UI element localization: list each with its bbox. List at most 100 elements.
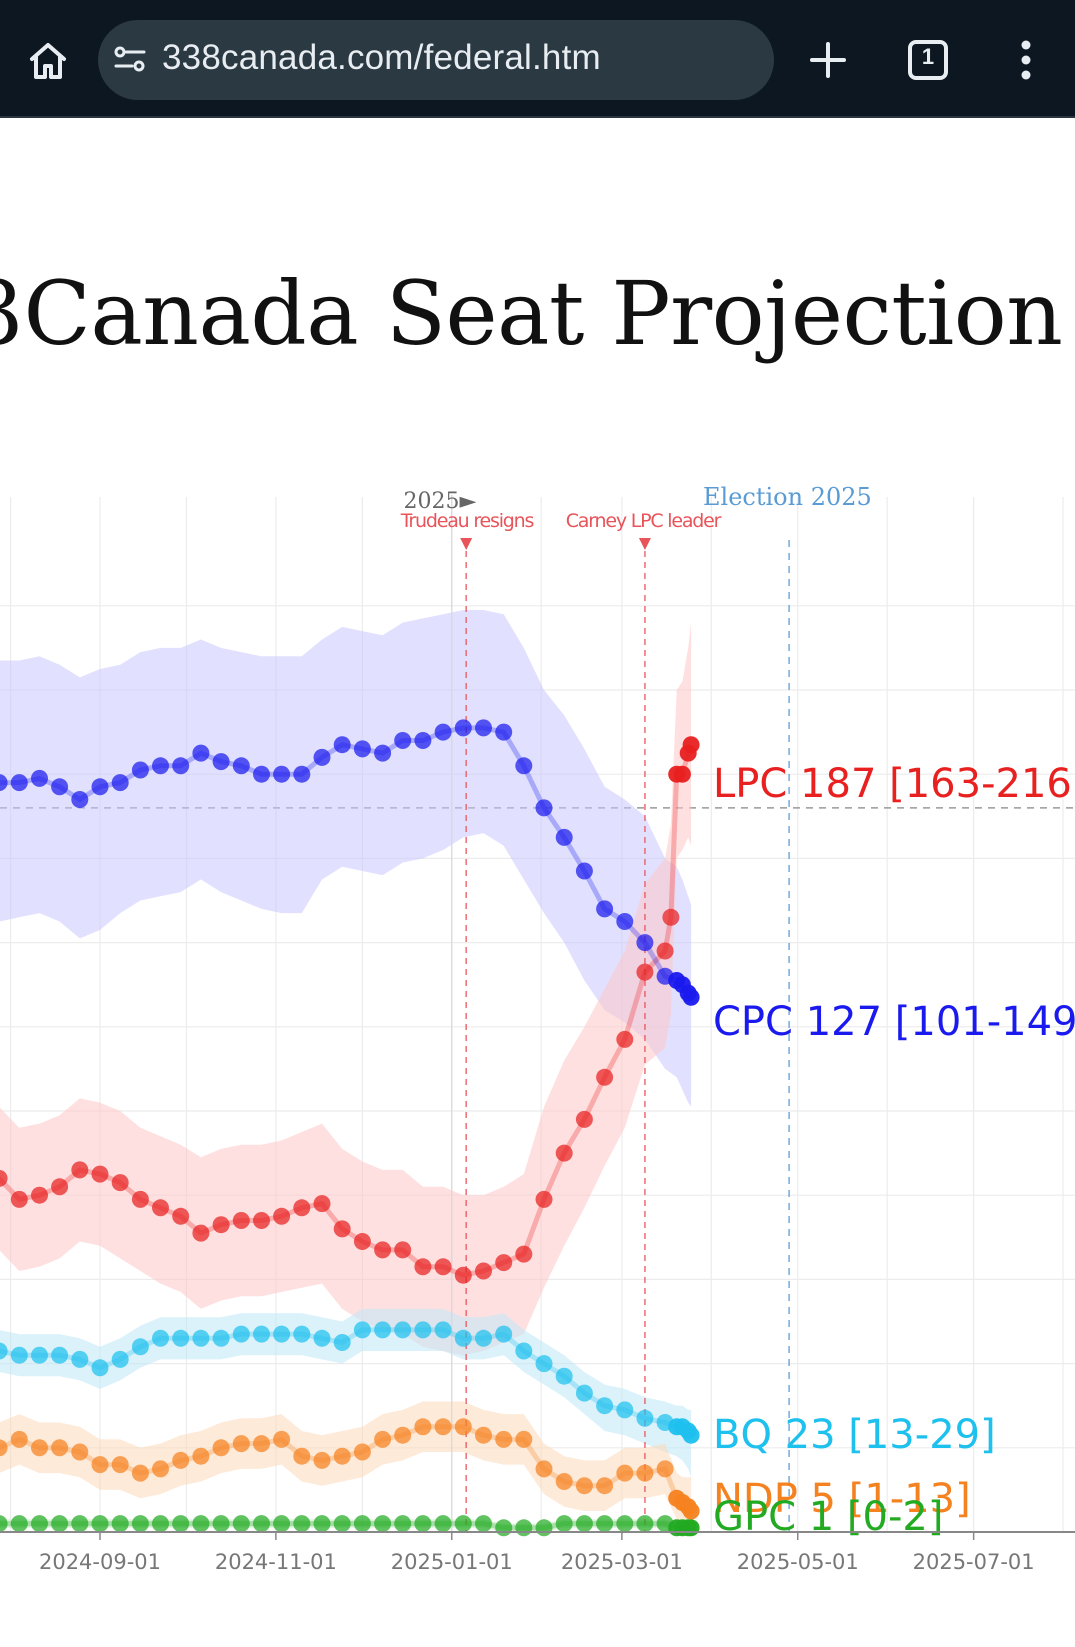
point-lpc bbox=[495, 1254, 513, 1272]
point-gpc bbox=[535, 1519, 553, 1537]
point-lpc bbox=[71, 1161, 89, 1179]
point-lpc bbox=[313, 1195, 331, 1213]
point-ndp bbox=[596, 1477, 614, 1495]
point-ndp bbox=[152, 1460, 169, 1478]
toolbar-divider bbox=[0, 116, 1075, 118]
point-cpc bbox=[212, 753, 230, 771]
point-ndp bbox=[51, 1439, 69, 1457]
tab-switcher-icon[interactable]: 1 bbox=[906, 38, 950, 82]
point-ndp bbox=[10, 1430, 28, 1448]
point-bq bbox=[636, 1409, 654, 1427]
more-vert-icon[interactable] bbox=[1004, 36, 1048, 84]
point-bq bbox=[596, 1397, 614, 1415]
series-label-cpc: CPC 127 [101-149] bbox=[713, 999, 1075, 1045]
point-ndp bbox=[192, 1447, 210, 1465]
point-cpc bbox=[152, 757, 169, 775]
point-lpc bbox=[535, 1190, 553, 1208]
x-tick-label: 2025-01-01 bbox=[391, 1550, 513, 1574]
point-ndp bbox=[253, 1435, 270, 1453]
point-lpc bbox=[575, 1110, 593, 1128]
point-gpc bbox=[495, 1519, 513, 1537]
home-icon[interactable] bbox=[24, 37, 72, 85]
point-gpc bbox=[454, 1515, 472, 1533]
point-lpc bbox=[232, 1212, 250, 1229]
point-cpc bbox=[273, 765, 291, 783]
url-text[interactable]: 338canada.com/federal.htm bbox=[162, 38, 601, 77]
point-cpc bbox=[172, 757, 190, 775]
point-lpc bbox=[616, 1030, 634, 1048]
point-cpc bbox=[333, 736, 351, 754]
point-cpc bbox=[616, 913, 634, 930]
point-ndp bbox=[636, 1464, 654, 1482]
point-cpc bbox=[192, 744, 210, 762]
point-gpc bbox=[682, 1519, 700, 1537]
point-cpc bbox=[434, 723, 452, 741]
point-lpc bbox=[273, 1207, 291, 1225]
point-bq bbox=[131, 1338, 149, 1356]
point-lpc bbox=[293, 1199, 311, 1217]
point-cpc bbox=[535, 799, 553, 817]
page-title: 3Canada Seat Projection bbox=[0, 262, 1063, 365]
point-lpc bbox=[0, 1169, 8, 1187]
point-ndp bbox=[434, 1418, 452, 1436]
point-cpc bbox=[232, 757, 250, 775]
point-bq bbox=[682, 1426, 700, 1444]
series-label-lpc: LPC 187 [163-216] bbox=[713, 761, 1075, 807]
point-cpc bbox=[91, 778, 109, 796]
point-ndp bbox=[0, 1439, 8, 1457]
point-ndp bbox=[616, 1464, 634, 1482]
point-bq bbox=[111, 1350, 129, 1368]
point-gpc bbox=[333, 1515, 351, 1533]
point-cpc bbox=[596, 900, 614, 918]
point-cpc bbox=[313, 748, 331, 766]
point-lpc bbox=[656, 942, 674, 960]
point-cpc bbox=[682, 988, 700, 1006]
point-bq bbox=[71, 1350, 89, 1368]
site-info-icon[interactable] bbox=[112, 42, 148, 78]
point-bq bbox=[273, 1325, 291, 1343]
address-bar[interactable]: 338canada.com/federal.htm bbox=[98, 20, 774, 100]
point-gpc bbox=[172, 1515, 190, 1533]
point-cpc bbox=[131, 761, 149, 779]
point-cpc bbox=[253, 765, 270, 783]
point-bq bbox=[212, 1329, 230, 1347]
point-cpc bbox=[0, 774, 8, 792]
point-ndp bbox=[495, 1430, 513, 1448]
point-bq bbox=[495, 1325, 513, 1343]
plus-icon[interactable] bbox=[806, 38, 850, 82]
point-ndp bbox=[575, 1477, 593, 1495]
point-bq bbox=[192, 1329, 210, 1347]
series-label-ndp: NDP 5 [1-13] bbox=[713, 1476, 971, 1522]
point-gpc bbox=[31, 1515, 48, 1533]
point-cpc bbox=[394, 732, 412, 749]
band-lpc bbox=[0, 622, 692, 1356]
annotation-marker bbox=[638, 538, 651, 550]
point-lpc bbox=[10, 1190, 28, 1208]
point-ndp bbox=[232, 1435, 250, 1453]
point-ndp bbox=[131, 1464, 149, 1482]
point-lpc bbox=[596, 1068, 614, 1086]
point-bq bbox=[374, 1321, 392, 1339]
point-gpc bbox=[91, 1515, 109, 1533]
point-gpc bbox=[313, 1515, 331, 1533]
point-lpc bbox=[172, 1207, 190, 1225]
point-ndp bbox=[71, 1443, 89, 1461]
point-ndp bbox=[656, 1460, 674, 1478]
point-lpc bbox=[673, 765, 691, 783]
point-bq bbox=[555, 1367, 573, 1385]
point-gpc bbox=[0, 1515, 8, 1533]
point-ndp bbox=[682, 1502, 700, 1520]
point-lpc bbox=[111, 1174, 129, 1192]
tab-count: 1 bbox=[921, 44, 935, 69]
point-cpc bbox=[636, 934, 654, 952]
x-tick-label: 2025-07-01 bbox=[913, 1550, 1035, 1574]
point-cpc bbox=[555, 828, 573, 846]
point-gpc bbox=[111, 1515, 129, 1533]
point-lpc bbox=[152, 1199, 169, 1217]
point-ndp bbox=[172, 1451, 190, 1469]
point-cpc bbox=[31, 769, 48, 787]
point-cpc bbox=[454, 719, 472, 737]
point-bq bbox=[535, 1355, 553, 1373]
point-cpc bbox=[575, 862, 593, 880]
point-cpc bbox=[10, 774, 28, 792]
